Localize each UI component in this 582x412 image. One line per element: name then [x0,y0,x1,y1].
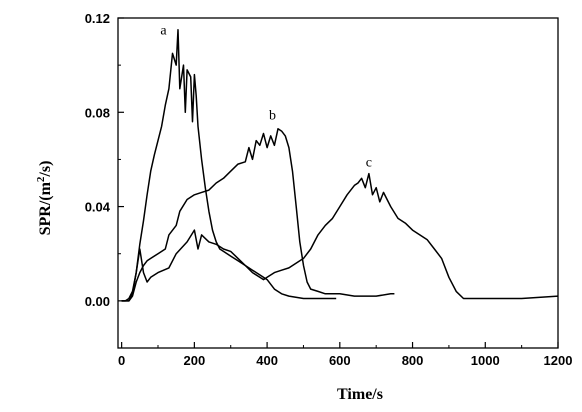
x-tick-label-1: 200 [184,353,206,368]
series-lines [121,29,559,302]
axis-tick-labels: 0 200 400 600 800 1000 1200 0.00 0.04 0.08 0.12 [85,11,573,368]
y-axis-label-sup: 2 [35,176,47,182]
y-axis-label-base: SPR/(m [37,181,54,235]
y-tick-label-2: 0.08 [85,105,110,120]
x-tick-label-4: 800 [402,353,424,368]
series-line-c [121,172,559,302]
y-tick-label-1: 0.04 [85,200,111,215]
series-line-b [121,128,395,302]
series-label-a: a [160,24,167,39]
x-tick-label-5: 1000 [471,353,500,368]
x-tick-label-2: 400 [256,353,278,368]
y-axis-label-tail: /s) [37,161,54,178]
x-tick-label-6: 1200 [544,353,573,368]
y-tick-label-3: 0.12 [85,11,110,26]
axis-ticks [118,17,559,349]
series-label-c: c [366,156,372,171]
series-label-b: b [269,108,276,123]
y-axis-label: SPR/(m2/s) [35,161,54,236]
series-line-a [121,29,337,302]
x-tick-label-0: 0 [118,353,125,368]
series-labels: a b c [160,24,372,171]
y-tick-label-0: 0.00 [85,294,110,309]
x-axis-label: Time/s [337,386,383,403]
x-tick-label-3: 600 [329,353,351,368]
plot-frame [117,17,559,349]
